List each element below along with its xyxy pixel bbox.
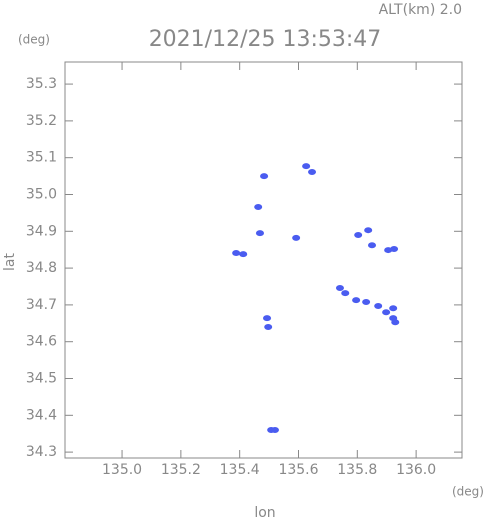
y-unit: (deg): [18, 33, 50, 47]
plot-frame: [64, 61, 463, 459]
echo-point: [382, 309, 391, 316]
y-tick-label: 34.3: [26, 444, 57, 460]
y-tick-label: 35.1: [26, 150, 57, 166]
echo-point: [390, 245, 399, 252]
echo-point: [255, 230, 264, 237]
x-tick-label: 136.0: [396, 462, 436, 478]
echo-point: [362, 298, 371, 305]
y-axis-label: lat: [2, 253, 18, 271]
y-tick-label: 35.2: [26, 113, 57, 129]
echo-point: [270, 427, 279, 434]
echo-point: [308, 169, 317, 176]
x-unit: (deg): [452, 485, 484, 499]
echo-point: [254, 204, 263, 211]
y-tick-label: 35.0: [26, 186, 57, 202]
echo-point: [292, 234, 301, 241]
x-tick-label: 135.0: [102, 462, 142, 478]
echo-point: [335, 284, 344, 291]
echo-point: [391, 319, 400, 326]
echo-point: [364, 227, 373, 234]
y-tick-label: 35.3: [26, 76, 57, 92]
x-tick-label: 135.6: [278, 462, 318, 478]
y-tick-label: 34.8: [26, 260, 57, 276]
echo-point: [374, 303, 383, 310]
echo-point: [341, 290, 350, 297]
echo-point: [264, 323, 273, 330]
altitude-label: ALT(km) 2.0: [379, 2, 462, 18]
y-tick-label: 34.9: [26, 223, 57, 239]
echo-point: [389, 305, 398, 312]
echo-point: [263, 315, 272, 322]
y-tick-label: 34.7: [26, 297, 57, 313]
x-tick-label: 135.4: [220, 462, 260, 478]
echo-point: [354, 231, 363, 238]
echo-point: [232, 250, 241, 257]
echo-point: [239, 251, 248, 258]
echo-point: [352, 297, 361, 304]
echo-point: [260, 173, 269, 180]
echo-point: [302, 163, 311, 170]
y-tick-label: 34.6: [26, 334, 57, 350]
y-tick-label: 34.4: [26, 407, 57, 423]
chart-title: 2021/12/25 13:53:47: [149, 27, 382, 52]
x-tick-label: 135.2: [161, 462, 201, 478]
y-tick-label: 34.5: [26, 371, 57, 387]
x-tick-label: 135.8: [337, 462, 377, 478]
x-axis-label: lon: [254, 505, 275, 521]
echo-point: [368, 242, 377, 249]
